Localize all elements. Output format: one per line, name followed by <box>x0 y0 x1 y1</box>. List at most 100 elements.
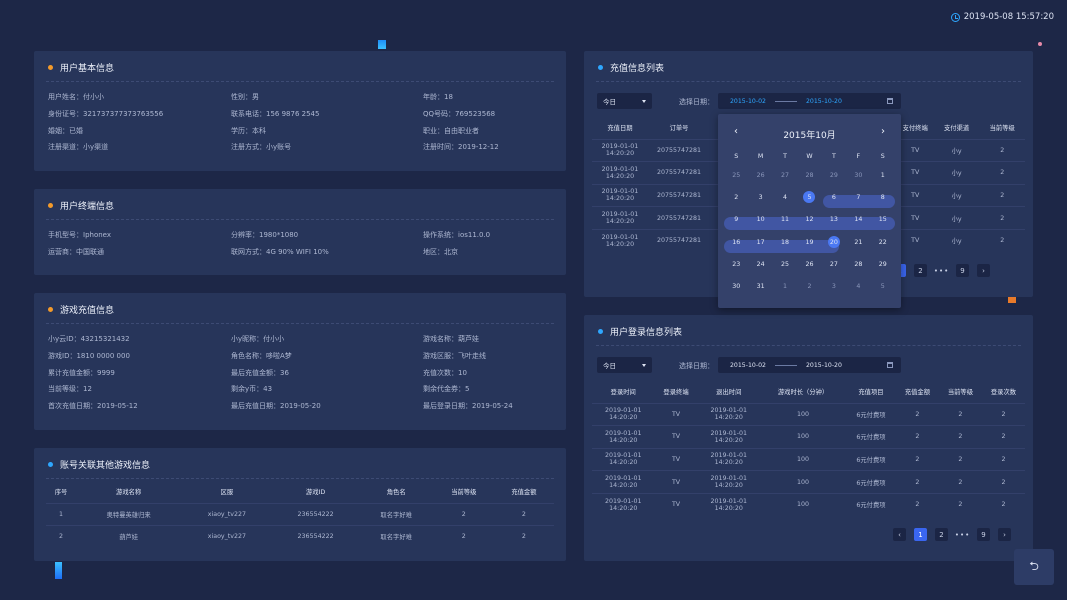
calendar-day[interactable]: 5 <box>880 283 885 291</box>
cell-time: 14:20:20 <box>605 150 635 158</box>
table-cell: 1 <box>46 502 77 525</box>
calendar-day[interactable]: 26 <box>805 260 814 268</box>
calendar-day[interactable]: 24 <box>756 260 765 268</box>
info-field: 游戏区服：飞叶走线 <box>423 352 486 361</box>
page-2[interactable]: 2 <box>935 528 948 541</box>
calendar-day[interactable]: 30 <box>732 283 741 291</box>
table-cell: 20755747281 <box>647 183 711 207</box>
calendar-day[interactable]: 4 <box>783 193 788 201</box>
table-cell: 2 <box>979 183 1025 207</box>
calendar-day[interactable]: 21 <box>854 238 863 246</box>
period-select[interactable]: 今日 <box>597 357 652 373</box>
table-cell: 2 <box>895 402 939 426</box>
calendar-day[interactable]: 2 <box>734 193 739 201</box>
cell-date: 2019-01-01 <box>604 429 642 437</box>
period-select[interactable]: 今日 <box>597 93 652 109</box>
table-cell: 2019-01-01 14:20:20 <box>697 447 761 471</box>
deco-bar-bottom <box>55 562 62 579</box>
prev-month-icon[interactable]: ‹ <box>734 126 738 137</box>
calendar-day[interactable]: 2 <box>807 283 812 291</box>
calendar-day[interactable]: 5 <box>797 186 821 208</box>
info-field: QQ号码：769523568 <box>423 110 496 119</box>
cell-date: 2019-01-01 <box>710 497 748 505</box>
calendar-day[interactable]: 14 <box>854 216 863 224</box>
calendar-day[interactable]: 12 <box>805 216 814 224</box>
info-field: 地区：北京 <box>423 248 458 257</box>
table-row[interactable]: 2019-01-01 14:20:20 TV 2019-01-01 14:20:20 10… <box>592 447 1025 471</box>
calendar-day[interactable]: 8 <box>880 193 885 201</box>
next-page-icon[interactable]: › <box>977 264 990 277</box>
calendar-day[interactable]: 26 <box>756 171 765 179</box>
calendar-day[interactable]: 6 <box>831 193 836 201</box>
cell-date: 2019-01-01 <box>601 188 639 196</box>
weekday-label: F <box>856 152 861 160</box>
calendar-day[interactable]: 1 <box>783 283 788 291</box>
calendar-day[interactable]: 29 <box>878 260 887 268</box>
calendar-day[interactable]: 30 <box>854 171 863 179</box>
cell-time: 14:20:20 <box>609 504 638 512</box>
page-ellipsis: ••• <box>933 266 950 275</box>
table-cell: 2019-01-01 14:20:20 <box>592 447 655 471</box>
table-cell: 6元付费项 <box>846 447 896 471</box>
next-month-icon[interactable]: › <box>881 126 885 137</box>
table-row[interactable]: 1 奥特曼英雄归来 xiaoy_tv227 236554222 取名字好难 2 2 <box>46 502 554 525</box>
info-field: 小y云ID：43215321432 <box>48 335 130 344</box>
calendar-day[interactable]: 15 <box>878 216 887 224</box>
table-cell: 2 <box>938 470 982 494</box>
calendar-day[interactable]: 16 <box>732 238 741 246</box>
calendar-day[interactable]: 11 <box>781 216 790 224</box>
calendar-day[interactable]: 18 <box>781 238 790 246</box>
cell-time: 14:20:20 <box>605 195 635 203</box>
calendar-day[interactable]: 1 <box>880 171 885 179</box>
calendar-day[interactable]: 19 <box>805 238 814 246</box>
calendar-day[interactable]: 17 <box>756 238 765 246</box>
table-row[interactable]: 2019-01-01 14:20:20 TV 2019-01-01 14:20:20 10… <box>592 402 1025 426</box>
page-9[interactable]: 9 <box>956 264 969 277</box>
page-1[interactable]: 1 <box>914 528 927 541</box>
calendar-day[interactable]: 23 <box>732 260 741 268</box>
table-cell: 236554222 <box>272 502 359 525</box>
linked-games-title: 账号关联其他游戏信息 <box>60 461 151 471</box>
calendar-day[interactable]: 10 <box>756 216 765 224</box>
calendar-day[interactable]: 4 <box>856 283 861 291</box>
calendar-day[interactable]: 27 <box>781 171 790 179</box>
calendar-day[interactable]: 3 <box>831 283 836 291</box>
calendar-day[interactable]: 22 <box>878 238 887 246</box>
calendar-day[interactable]: 3 <box>758 193 763 201</box>
period-select-value: 今日 <box>603 362 616 370</box>
table-cell: 2 <box>895 425 939 449</box>
page-2[interactable]: 2 <box>914 264 927 277</box>
calendar-day[interactable]: 28 <box>854 260 863 268</box>
calendar-day[interactable]: 13 <box>829 216 838 224</box>
calendar-day[interactable]: 9 <box>734 216 739 224</box>
date-range-picker[interactable]: 2015-10-02 2015-10-20 <box>718 93 901 109</box>
info-field: 剩余代金券：5 <box>423 385 470 394</box>
calendar-day[interactable]: 27 <box>829 260 838 268</box>
back-button[interactable]: ⮌ <box>1014 549 1054 585</box>
cell-time: 14:20:20 <box>714 459 743 467</box>
column-header: 游戏时长（分钟） <box>777 389 829 397</box>
calendar-day[interactable]: 25 <box>781 260 790 268</box>
table-cell: 2 <box>981 492 1025 516</box>
cell-time: 14:20:20 <box>609 414 638 422</box>
cell-time: 14:20:20 <box>714 504 743 512</box>
table-row[interactable]: 2019-01-01 14:20:20 TV 2019-01-01 14:20:20 10… <box>592 492 1025 516</box>
calendar-day[interactable]: 31 <box>756 283 765 291</box>
table-row[interactable]: 2019-01-01 14:20:20 TV 2019-01-01 14:20:20 10… <box>592 425 1025 449</box>
calendar-day[interactable]: 29 <box>829 171 838 179</box>
table-cell: 20755747281 <box>647 206 711 230</box>
table-cell: TV <box>654 425 698 449</box>
table-cell: 2019-01-01 14:20:20 <box>592 206 648 230</box>
calendar-day[interactable]: 20 <box>822 231 846 253</box>
table-row[interactable]: 2 葫芦娃 xiaoy_tv227 236554222 取名字好难 2 2 <box>46 524 554 547</box>
table-row[interactable]: 2019-01-01 14:20:20 TV 2019-01-01 14:20:20 10… <box>592 470 1025 494</box>
calendar-day[interactable]: 28 <box>805 171 814 179</box>
prev-page-icon[interactable]: ‹ <box>893 528 906 541</box>
calendar-day[interactable]: 25 <box>732 171 741 179</box>
page-9[interactable]: 9 <box>977 528 990 541</box>
title-dot-icon <box>48 462 53 467</box>
next-page-icon[interactable]: › <box>998 528 1011 541</box>
calendar-day[interactable]: 7 <box>856 193 861 201</box>
info-row: 用户姓名：付小小 性别：男 年龄：18 <box>48 89 552 106</box>
date-range-picker[interactable]: 2015-10-02 2015-10-20 <box>718 357 901 373</box>
